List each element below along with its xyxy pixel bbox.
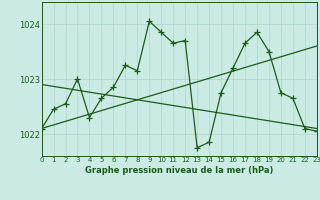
X-axis label: Graphe pression niveau de la mer (hPa): Graphe pression niveau de la mer (hPa)	[85, 166, 273, 175]
